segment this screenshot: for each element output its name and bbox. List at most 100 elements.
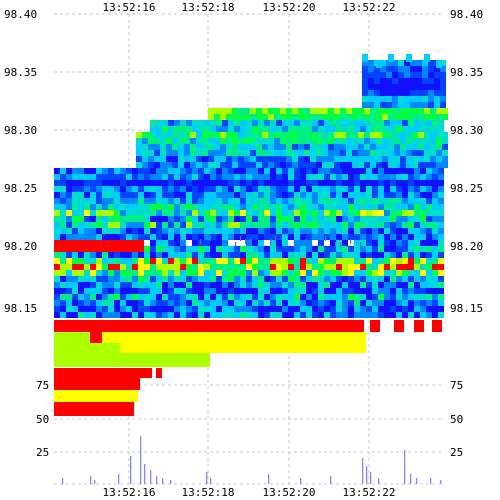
- depth-heatmap: [54, 54, 448, 367]
- heat-cell: [378, 240, 384, 246]
- heat-cell: [228, 126, 234, 132]
- heat-cell: [150, 270, 156, 276]
- heat-cell: [340, 144, 346, 150]
- heat-cell: [340, 114, 346, 120]
- heat-cell: [318, 306, 324, 312]
- heat-cell: [204, 246, 210, 252]
- bid-band-yellow: [246, 332, 252, 343]
- heat-cell: [264, 234, 270, 240]
- heat-cell: [108, 204, 114, 210]
- heat-cell: [156, 240, 162, 246]
- heat-cell: [360, 312, 366, 318]
- heat-cell: [396, 210, 402, 216]
- heat-cell: [238, 156, 244, 162]
- heat-cell: [336, 306, 342, 312]
- heat-cell: [204, 276, 210, 282]
- heat-cell: [192, 198, 198, 204]
- heat-cell: [312, 198, 318, 204]
- heat-cell: [402, 234, 408, 240]
- heat-cell: [276, 120, 282, 126]
- heat-cell: [264, 276, 270, 282]
- heat-cell: [334, 144, 340, 150]
- heat-cell: [162, 174, 168, 180]
- heat-cell: [246, 246, 252, 252]
- heat-cell: [264, 288, 270, 294]
- heat-cell: [366, 186, 372, 192]
- heat-cell: [136, 144, 142, 150]
- heat-cell: [102, 180, 108, 186]
- heat-cell: [156, 270, 162, 276]
- heat-cell: [360, 234, 366, 240]
- heat-cell: [250, 114, 256, 120]
- heat-cell: [54, 246, 60, 252]
- volume-spike: [268, 474, 270, 484]
- heat-cell: [244, 156, 250, 162]
- heat-cell: [328, 138, 334, 144]
- heat-cell: [358, 162, 364, 168]
- heat-cell: [144, 210, 150, 216]
- heat-cell: [108, 222, 114, 228]
- heat-cell: [324, 192, 330, 198]
- heat-cell: [256, 156, 262, 162]
- heat-cell: [330, 294, 336, 300]
- heat-cell: [384, 228, 390, 234]
- heat-cell: [432, 276, 438, 282]
- heat-cell: [378, 252, 384, 258]
- heat-cell: [306, 240, 312, 246]
- heat-cell: [72, 222, 78, 228]
- heat-cell: [132, 168, 138, 174]
- heat-cell: [138, 258, 144, 264]
- heat-cell: [422, 78, 428, 84]
- heat-cell: [258, 282, 264, 288]
- heat-cell: [336, 252, 342, 258]
- heat-cell: [72, 276, 78, 282]
- heat-cell: [216, 210, 222, 216]
- heat-cell: [168, 168, 174, 174]
- bid-band-yellow: [84, 332, 90, 343]
- heat-cell: [434, 102, 440, 108]
- heat-cell: [378, 168, 384, 174]
- bid-band-red-tail: [432, 320, 442, 332]
- heat-cell: [132, 198, 138, 204]
- heat-cell: [210, 228, 216, 234]
- heat-cell: [162, 264, 168, 270]
- heat-cell: [258, 168, 264, 174]
- heat-cell: [208, 162, 214, 168]
- heat-cell: [222, 228, 228, 234]
- heat-cell: [274, 114, 280, 120]
- heat-cell: [198, 120, 204, 126]
- heat-cell: [330, 228, 336, 234]
- heat-cell: [276, 252, 282, 258]
- heat-cell: [390, 180, 396, 186]
- heat-cell: [294, 204, 300, 210]
- heat-cell: [210, 186, 216, 192]
- heat-cell: [156, 222, 162, 228]
- heat-cell: [234, 270, 240, 276]
- heat-cell: [432, 282, 438, 288]
- heat-cell: [358, 132, 364, 138]
- heat-cell: [78, 168, 84, 174]
- heat-cell: [426, 198, 432, 204]
- heat-cell: [354, 180, 360, 186]
- heat-cell: [432, 252, 438, 258]
- heat-cell: [174, 168, 180, 174]
- heat-cell: [192, 258, 198, 264]
- heat-cell: [136, 132, 142, 138]
- heat-cell: [120, 204, 126, 210]
- volume-spike: [300, 478, 302, 484]
- bid-band-red-tail: [394, 320, 404, 332]
- heat-cell: [348, 234, 354, 240]
- heat-cell: [376, 132, 382, 138]
- heat-cell: [406, 150, 412, 156]
- heat-cell: [436, 108, 442, 114]
- heat-cell: [282, 300, 288, 306]
- heat-cell: [306, 228, 312, 234]
- heat-cell: [138, 168, 144, 174]
- heat-cell: [120, 270, 126, 276]
- heat-cell: [306, 246, 312, 252]
- heat-cell: [244, 138, 250, 144]
- heat-cell: [252, 240, 258, 246]
- heat-cell: [286, 156, 292, 162]
- heat-cell: [354, 126, 360, 132]
- heat-cell: [114, 210, 120, 216]
